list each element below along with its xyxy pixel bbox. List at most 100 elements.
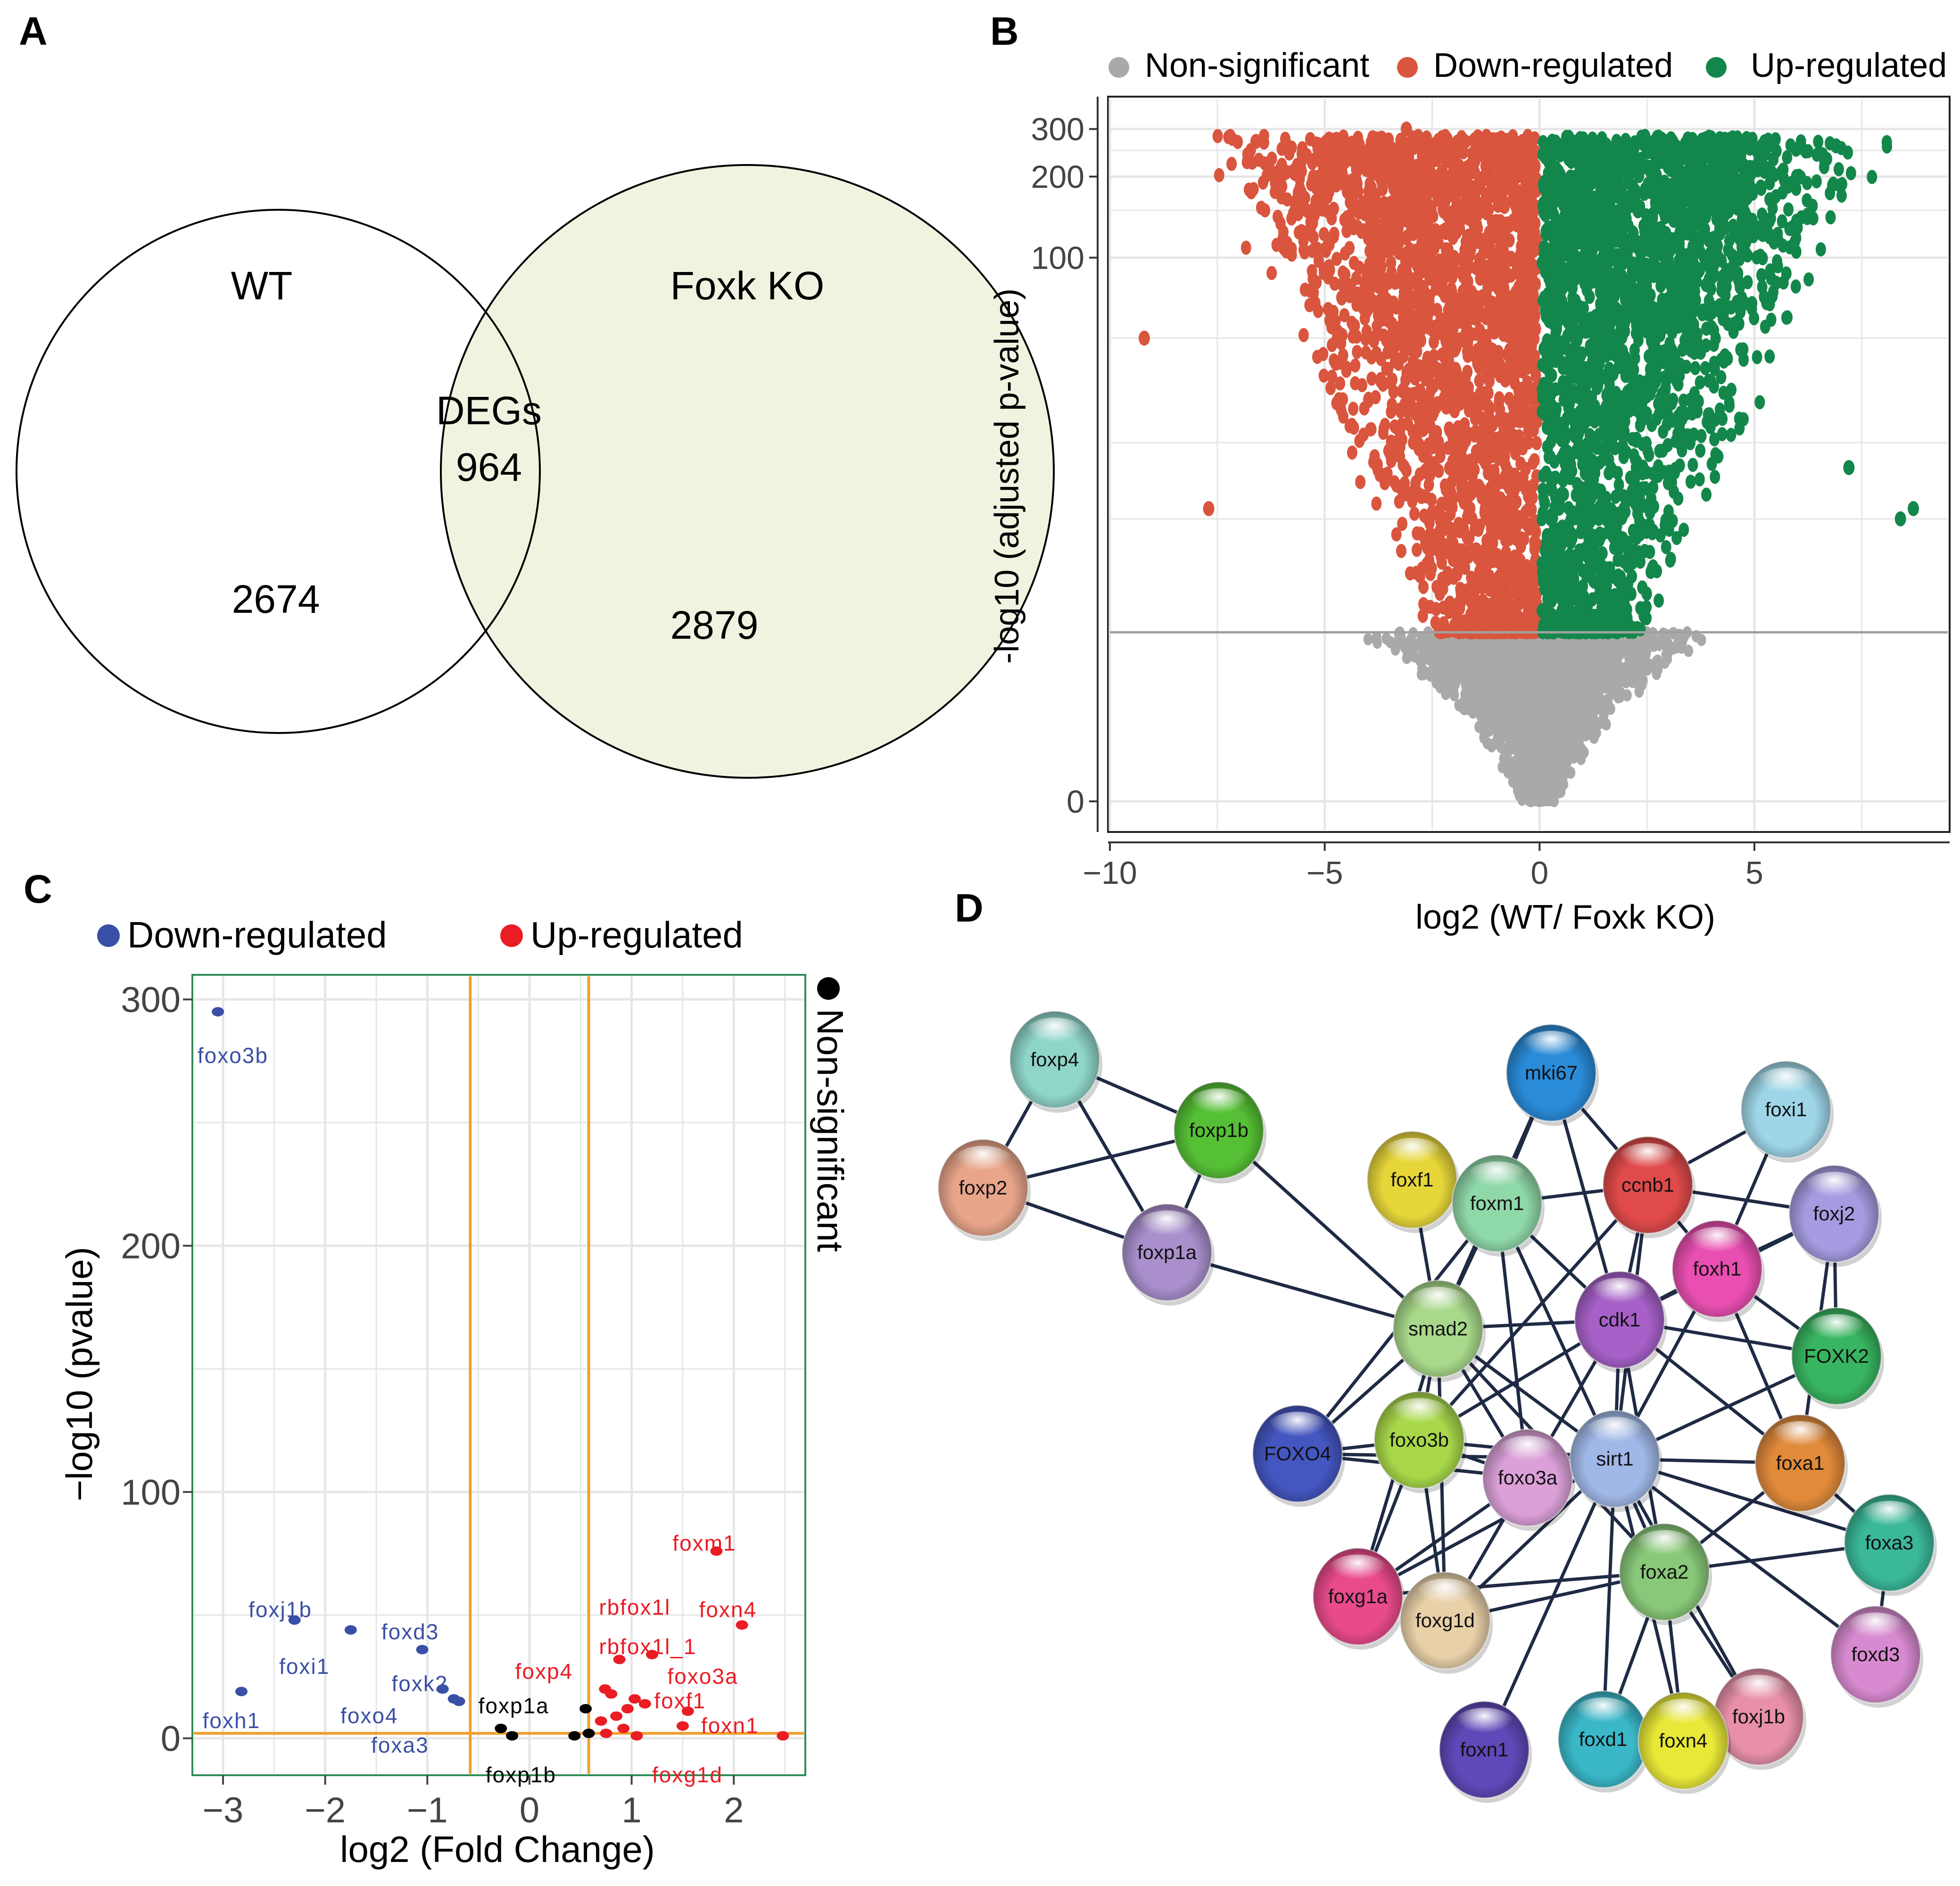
point-down — [1418, 580, 1429, 594]
point-nonsig — [1537, 707, 1547, 720]
point-down — [1247, 156, 1257, 170]
point-nonsig — [1513, 784, 1522, 797]
point-down — [1508, 150, 1519, 165]
point-down — [1339, 213, 1350, 227]
point-down — [1440, 142, 1451, 157]
point-nonsig — [1554, 777, 1563, 790]
point-down — [1396, 544, 1406, 558]
point-down — [1429, 349, 1439, 363]
point-down — [1457, 179, 1468, 193]
point-nonsig — [1545, 776, 1555, 789]
point-down — [1299, 282, 1310, 297]
point-nonsig — [1560, 737, 1570, 749]
point-nonsig — [1555, 761, 1565, 774]
point-nonsig — [1501, 700, 1511, 712]
point-down — [1344, 419, 1355, 434]
point-down — [1409, 506, 1420, 521]
point-nonsig — [1522, 776, 1531, 789]
point-nonsig — [1478, 702, 1488, 715]
point-nonsig — [1536, 776, 1546, 789]
point-nonsig — [1522, 732, 1532, 745]
point-down — [1494, 526, 1505, 540]
point-down — [1296, 147, 1307, 161]
point-down — [1427, 183, 1438, 198]
point-down — [1410, 276, 1421, 290]
point-nonsig — [1554, 713, 1564, 726]
point-down — [1352, 345, 1363, 359]
panel-b: B Non-significant Down-regulated Up-regu… — [988, 9, 1951, 936]
point-down — [1289, 166, 1300, 181]
point-down — [1409, 387, 1420, 401]
point-down — [1475, 562, 1486, 577]
point-down — [1481, 397, 1492, 412]
point-nonsig — [1396, 628, 1406, 641]
point-down — [1519, 584, 1530, 598]
point-down — [1442, 247, 1453, 261]
point-down — [1308, 230, 1319, 245]
point-down — [1496, 277, 1507, 292]
point-down — [1344, 289, 1355, 304]
point-down — [1378, 421, 1389, 436]
venn-circle-foxk-ko — [440, 164, 1055, 779]
point-nonsig — [1564, 692, 1574, 704]
point-nonsig — [1463, 643, 1472, 656]
point-nonsig — [1531, 721, 1541, 734]
point-nonsig — [1546, 794, 1556, 807]
point-down — [1269, 185, 1280, 199]
point-down — [1528, 361, 1539, 375]
point-down — [1462, 344, 1472, 359]
point-down — [1467, 578, 1478, 593]
point-nonsig — [1599, 708, 1609, 721]
point-down — [1331, 330, 1342, 345]
point-down — [1413, 359, 1424, 373]
point-down — [1434, 502, 1445, 517]
point-nonsig — [1417, 651, 1427, 663]
point-down — [1516, 318, 1527, 333]
point-down — [1331, 252, 1342, 266]
point-nonsig — [1574, 742, 1584, 755]
point-nonsig — [1529, 758, 1538, 771]
point-down — [1298, 242, 1309, 257]
point-down — [1460, 195, 1471, 209]
point-down — [1418, 448, 1429, 463]
venn-right-count: 2879 — [670, 603, 759, 647]
point-nonsig — [1484, 669, 1494, 682]
point-down — [1524, 521, 1535, 536]
point-down — [1415, 423, 1426, 438]
point-nonsig — [1534, 641, 1544, 654]
point-down — [1417, 248, 1428, 263]
point-nonsig — [1529, 679, 1538, 692]
point-nonsig — [1590, 677, 1600, 690]
point-nonsig — [1494, 728, 1504, 741]
point-nonsig — [1566, 766, 1576, 779]
point-nonsig — [1505, 645, 1515, 658]
point-down — [1260, 203, 1271, 218]
point-nonsig — [1662, 652, 1672, 665]
point-down — [1486, 346, 1497, 361]
point-down — [1284, 146, 1295, 161]
point-down — [1464, 530, 1475, 545]
point-down — [1463, 329, 1474, 344]
point-nonsig — [1522, 791, 1532, 804]
point-down — [1489, 302, 1499, 317]
point-down — [1257, 175, 1268, 190]
point-nonsig — [1467, 684, 1477, 697]
point-down — [1394, 494, 1405, 509]
point-down — [1424, 289, 1435, 304]
point-nonsig — [1653, 657, 1662, 670]
point-nonsig — [1528, 667, 1538, 680]
point-nonsig — [1566, 648, 1576, 661]
point-nonsig — [1546, 753, 1555, 766]
point-down — [1480, 616, 1490, 631]
point-down — [1335, 376, 1346, 391]
point-down — [1473, 523, 1484, 537]
point-down — [1529, 243, 1540, 257]
point-down — [1363, 391, 1374, 406]
point-down — [1477, 289, 1488, 304]
point-down — [1350, 358, 1361, 373]
point-down — [1366, 371, 1377, 386]
point-down — [1511, 494, 1522, 509]
point-down — [1323, 149, 1334, 164]
point-down — [1354, 434, 1365, 448]
point-down — [1480, 266, 1490, 281]
